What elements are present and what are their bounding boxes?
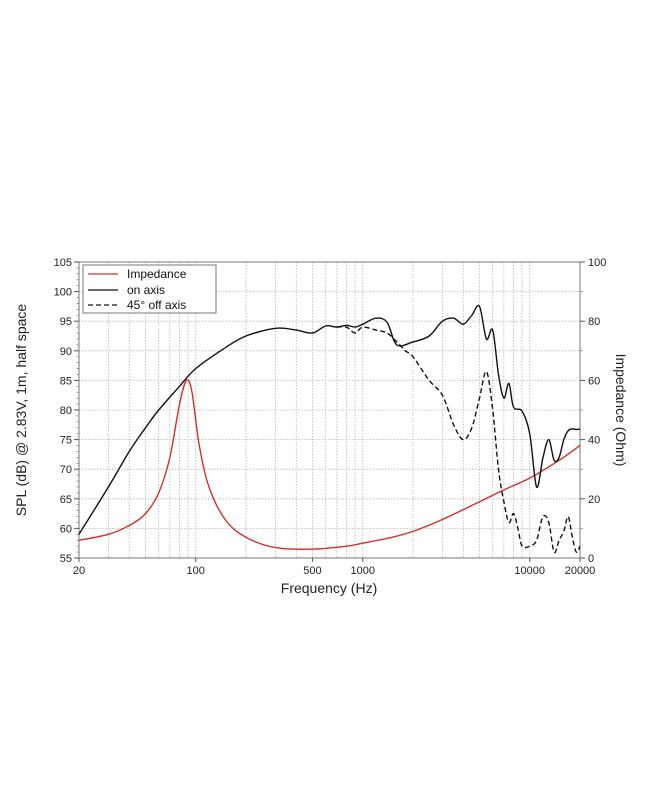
y-tick-label: 70 [60, 464, 72, 476]
off-axis-curve [336, 325, 581, 554]
x-tick-label: 20 [73, 565, 85, 577]
y-axis-label: SPL (dB) @ 2.83V, 1m, half space [13, 304, 29, 517]
y-tick-label: 60 [60, 523, 72, 535]
legend-on-axis-label: on axis [127, 283, 165, 297]
x-tick-label: 10000 [514, 565, 545, 577]
legend: Impedance on axis 45° off axis [82, 264, 217, 314]
x-axis-label: Frequency (Hz) [281, 580, 377, 596]
y-tick-label: 90 [60, 346, 72, 358]
y-tick-label: 75 [60, 435, 72, 447]
y2-tick-label: 60 [588, 375, 600, 387]
y2-tick-label: 0 [588, 553, 594, 565]
on-axis-curve [78, 304, 581, 535]
y-tick-label: 100 [54, 287, 72, 299]
y2-tick-label: 40 [588, 435, 600, 447]
y2-tick-label: 80 [588, 316, 600, 328]
data-series [78, 304, 581, 554]
y-tick-label: 95 [60, 316, 72, 328]
x-tick-label: 20000 [565, 565, 596, 577]
x-tick-label: 1000 [350, 565, 374, 577]
y-tick-label: 55 [60, 553, 72, 565]
y-tick-label: 65 [60, 494, 72, 506]
x-tick-label: 500 [303, 565, 321, 577]
legend-impedance-label: Impedance [127, 267, 187, 281]
y2-tick-label: 20 [588, 494, 600, 506]
y-tick-label: 80 [60, 405, 72, 417]
y2-axis-label: Impedance (Ohm) [613, 354, 629, 467]
axis-ticks: 55 60 65 70 75 80 85 90 95 100 105 0 20 40 60 80 100 20 10… [54, 257, 607, 577]
y-tick-label: 105 [54, 257, 72, 269]
legend-off-axis-label: 45° off axis [127, 298, 186, 312]
impedance-curve [78, 379, 581, 550]
x-tick-label: 100 [187, 565, 205, 577]
y2-tick-label: 100 [588, 257, 606, 269]
y-tick-label: 85 [60, 375, 72, 387]
